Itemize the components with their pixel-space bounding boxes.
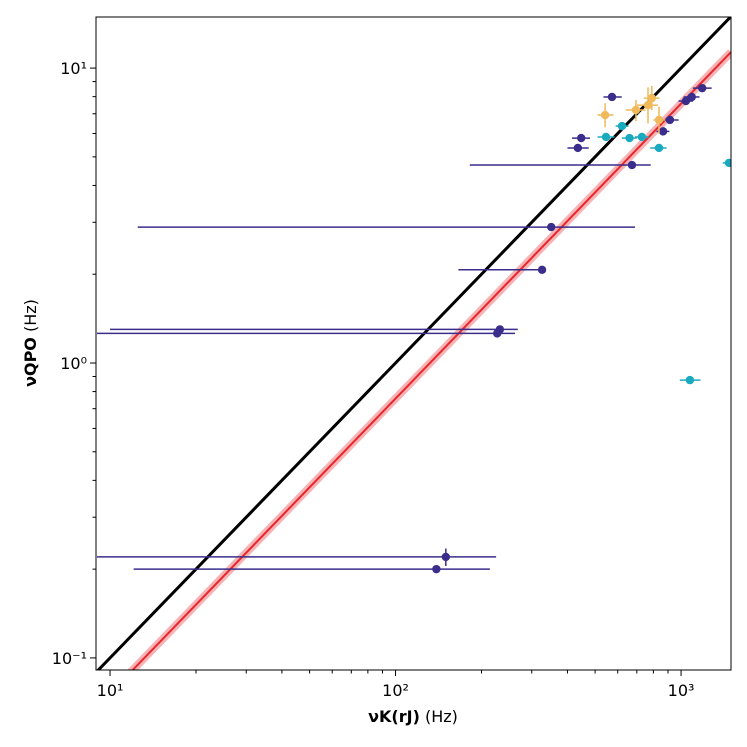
x-label-symbol: νK(rJ) (368, 707, 420, 726)
point (643, 100, 653, 110)
point (631, 105, 641, 115)
point (658, 127, 668, 136)
point (625, 133, 634, 143)
point (627, 160, 637, 170)
point (665, 115, 675, 125)
y-label-symbol: νQPO (21, 337, 40, 387)
x-tick-label: 10³ (668, 681, 695, 700)
x-tick-label: 10¹ (97, 681, 124, 700)
point (441, 552, 451, 562)
point (537, 265, 547, 275)
point (681, 96, 691, 106)
x-label-unit: (Hz) (425, 707, 458, 726)
y-tick-label: 10⁻¹ (52, 649, 87, 668)
point (654, 143, 664, 153)
reference-line (131, 51, 731, 670)
y-tick-label: 10⁰ (60, 354, 87, 373)
point (577, 133, 586, 143)
point (685, 375, 695, 385)
point (547, 222, 556, 232)
point (600, 110, 610, 120)
point (601, 132, 611, 142)
point (687, 92, 696, 102)
y-label-unit: (Hz) (21, 299, 40, 332)
y-axis-label: νQPO (Hz) (21, 299, 40, 387)
point (724, 158, 731, 168)
x-tick-label: 10² (382, 681, 409, 700)
plot-area (96, 17, 731, 670)
point (492, 329, 502, 338)
y-tick-label: 10¹ (60, 59, 87, 78)
point (617, 121, 627, 131)
point (637, 132, 647, 142)
x-axis-label: νK(rJ) (Hz) (368, 707, 458, 726)
point (607, 92, 617, 102)
point (573, 143, 583, 153)
point (654, 115, 664, 125)
point (432, 564, 441, 574)
point (698, 83, 707, 93)
plot-frame (95, 16, 732, 671)
point (647, 93, 657, 103)
